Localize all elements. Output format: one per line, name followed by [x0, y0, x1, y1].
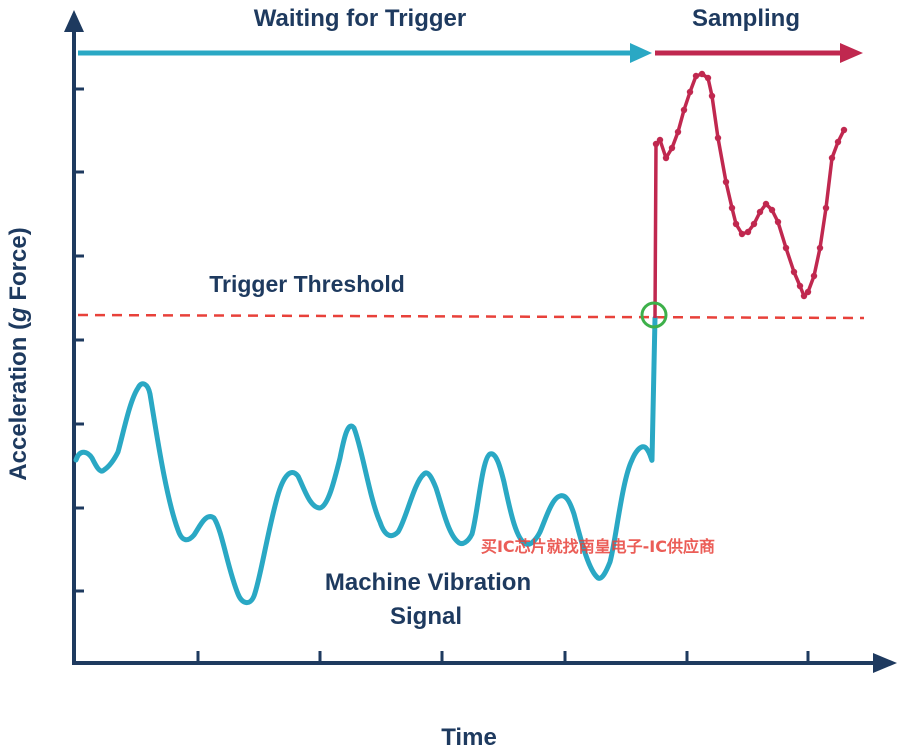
sample-point	[680, 106, 688, 114]
sample-point	[756, 208, 764, 216]
sampling-arrow	[655, 43, 863, 63]
waiting-arrow-icon	[630, 43, 652, 63]
x-axis-arrow-icon	[873, 653, 897, 673]
sample-point	[774, 218, 782, 226]
sample-point	[816, 244, 824, 252]
sample-point	[698, 70, 706, 78]
waiting-arrow	[78, 43, 652, 63]
axes	[64, 10, 897, 673]
sample-point	[662, 154, 670, 162]
sampling-arrow-icon	[840, 43, 863, 63]
sample-point	[782, 244, 790, 252]
sample-point	[722, 178, 730, 186]
sample-point	[668, 144, 676, 152]
sample-point	[708, 92, 716, 100]
sample-points	[652, 70, 848, 300]
sample-point	[750, 220, 758, 228]
sample-point	[840, 126, 848, 134]
y-axis-label: Acceleration (g Force)	[5, 227, 32, 480]
sample-point	[714, 134, 722, 142]
y-axis-arrow-icon	[64, 10, 84, 32]
vibration-signal-curve	[73, 315, 658, 605]
sample-point	[674, 128, 682, 136]
x-axis-label: Time	[441, 724, 497, 748]
sample-point	[804, 288, 812, 296]
sample-point	[796, 282, 804, 290]
waiting-label: Waiting for Trigger	[254, 5, 466, 32]
sample-point	[732, 220, 740, 228]
y-axis-ticks	[74, 87, 84, 593]
sampling-label: Sampling	[692, 5, 800, 32]
sample-point	[738, 230, 746, 238]
sample-point	[744, 228, 752, 236]
sample-point	[810, 272, 818, 280]
threshold-label: Trigger Threshold	[209, 271, 405, 297]
sample-point	[686, 88, 694, 96]
sample-point	[822, 204, 830, 212]
sample-point	[800, 292, 808, 300]
y-axis-label-prefix: Acceleration (	[5, 322, 32, 481]
sample-point	[656, 136, 664, 144]
sample-point	[692, 72, 700, 80]
sample-point	[704, 74, 712, 82]
signal-label-line1: Machine Vibration	[325, 569, 531, 596]
sample-point	[728, 204, 736, 212]
sample-point	[768, 206, 776, 214]
sample-point	[828, 154, 836, 162]
circle-marker-icon	[640, 301, 668, 329]
x-axis-ticks	[196, 651, 810, 663]
watermark-text: 买IC芯片就找南皇电子-IC供应商	[481, 537, 715, 556]
y-axis-label-suffix: Force)	[5, 227, 32, 307]
signal-label-line2: Signal	[390, 603, 462, 630]
sample-point	[652, 140, 660, 148]
sample-point	[834, 138, 842, 146]
y-axis-label-unit: g	[5, 307, 32, 323]
trigger-threshold-line	[77, 313, 865, 320]
sample-point	[790, 268, 798, 276]
sample-point	[762, 200, 770, 208]
